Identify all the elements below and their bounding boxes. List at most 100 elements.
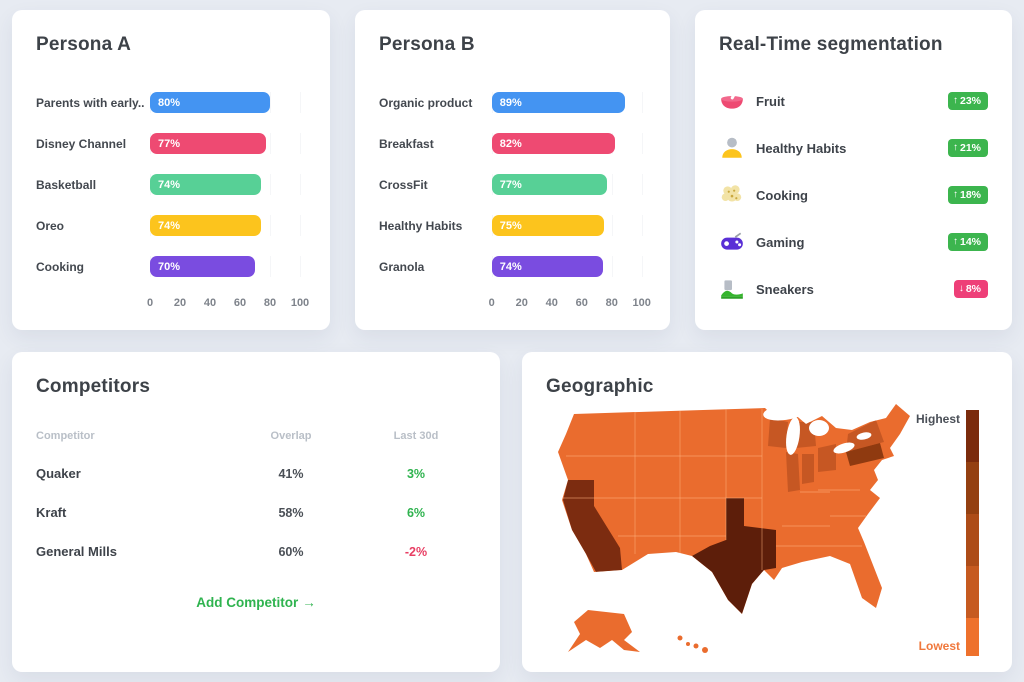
chart-bar[interactable]: 89% (491, 92, 626, 113)
competitors-card: Competitors Competitor Overlap Last 30d Qua… (12, 352, 500, 672)
chart-bar[interactable]: 70% (150, 256, 255, 277)
chart-bar[interactable]: 74% (491, 256, 603, 277)
bar-track: 75% (491, 215, 646, 236)
change-badge: ↓ 8% (953, 280, 988, 298)
bar-value-label: 80% (158, 96, 181, 109)
segment-row: Sneakers ↓ 8% (719, 276, 988, 302)
axis-tick: 40 (545, 297, 558, 309)
bar-track: 74% (150, 174, 306, 195)
great-lakes (763, 403, 872, 455)
bar-label: Granola (379, 259, 425, 274)
axis-tick: 40 (203, 297, 217, 309)
bar-value-label: 74% (158, 219, 181, 232)
geographic-title: Geographic (546, 376, 654, 397)
state-ohio[interactable] (818, 444, 836, 472)
popcorn-icon (719, 182, 745, 208)
chart-bar[interactable]: 77% (150, 133, 266, 154)
segment-row: Gaming ↑ 14% (719, 229, 988, 255)
segment-label: Fruit (756, 93, 785, 109)
table-row[interactable]: General Mills 60% -2% (36, 544, 476, 559)
change-badge: ↑ 18% (947, 186, 988, 204)
persona-b-title: Persona B (379, 34, 475, 55)
bar-value-label: 89% (499, 96, 522, 109)
bar-row: Granola 74% (379, 256, 646, 277)
bar-value-label: 77% (158, 137, 181, 150)
bar-row: Parents with early... 80% (36, 92, 306, 113)
axis-tick: 80 (605, 297, 618, 309)
bar-value-label: 74% (158, 178, 181, 191)
state-pennsylvania[interactable] (846, 443, 884, 466)
persona-b-card: Persona B Organic product 89% Breakfast 82%… (355, 10, 670, 330)
state-hawaii[interactable] (677, 635, 709, 654)
state-indiana[interactable] (802, 454, 814, 484)
segment-row: Fruit ↑ 23% (719, 88, 988, 114)
last30d-value: 3% (406, 466, 426, 481)
bar-label: Parents with early... (36, 95, 144, 110)
bar-row: Organic product 89% (379, 92, 646, 113)
axis-tick: 100 (632, 297, 651, 309)
axis-tick: 60 (575, 297, 588, 309)
bar-track: 82% (491, 133, 646, 154)
chart-bar[interactable]: 74% (150, 215, 261, 236)
state-illinois[interactable] (786, 452, 800, 492)
geographic-card: Geographic (522, 352, 1012, 672)
state-wisconsin[interactable] (768, 418, 788, 448)
bar-label: Healthy Habits (379, 218, 463, 233)
chart-bar[interactable]: 82% (491, 133, 615, 154)
chart-bar[interactable]: 75% (491, 215, 605, 236)
bar-track: 74% (150, 215, 306, 236)
table-row[interactable]: Quaker 41% 3% (36, 466, 476, 481)
competitor-name: Kraft (36, 505, 67, 520)
bar-label: Basketball (36, 177, 97, 192)
lake-ontario (856, 432, 872, 440)
arrow-up-icon: ↑ (952, 236, 958, 247)
bar-row: Disney Channel 77% (36, 133, 306, 154)
overlap-value: 60% (278, 544, 304, 559)
state-california[interactable] (563, 480, 622, 572)
arrow-up-icon: ↑ (952, 189, 958, 200)
column-header: Competitor (36, 430, 95, 442)
sneaker-icon (719, 276, 745, 302)
bar-value-label: 70% (158, 260, 181, 273)
bar-label: CrossFit (379, 177, 428, 192)
state-boundaries (563, 408, 866, 570)
column-header: Overlap (270, 430, 312, 442)
segment-row: Healthy Habits ↑ 21% (719, 135, 988, 161)
axis-tick: 0 (488, 297, 495, 309)
segmentation-list: Fruit ↑ 23% Healthy Habits ↑ 21% Cooking ↑ 18% Ga… (719, 88, 988, 302)
overlap-value: 58% (278, 505, 304, 520)
competitor-name: Quaker (36, 466, 81, 481)
bar-label: Organic product (379, 95, 473, 110)
last30d-value: 6% (406, 505, 426, 520)
bar-label: Breakfast (379, 136, 434, 151)
bar-row: Cooking 70% (36, 256, 306, 277)
bar-track: 80% (150, 92, 306, 113)
segment-label: Healthy Habits (756, 140, 847, 156)
segment-row: Cooking ↑ 18% (719, 182, 988, 208)
bar-track: 74% (491, 256, 646, 277)
chart-bar[interactable]: 80% (150, 92, 270, 113)
bar-value-label: 82% (499, 137, 522, 150)
segment-label: Sneakers (756, 281, 814, 297)
x-axis: 0 20 40 60 80 100 (379, 297, 651, 311)
table-row[interactable]: Kraft 58% 6% (36, 505, 476, 520)
chart-bar[interactable]: 77% (491, 174, 608, 195)
lake-erie (833, 442, 855, 454)
bar-label: Disney Channel (36, 136, 127, 151)
persona-a-chart: Parents with early... 80% Disney Channel 77… (36, 92, 309, 311)
legend-lowest-label: Lowest (919, 639, 960, 653)
person-icon (719, 135, 745, 161)
bar-label: Oreo (36, 218, 65, 233)
state-texas[interactable] (692, 498, 776, 614)
bar-row: Breakfast 82% (379, 133, 646, 154)
add-competitor-link[interactable]: Add Competitor → (36, 595, 476, 610)
change-value: 14% (959, 236, 981, 248)
us-choropleth-map: Highest Lowest (558, 403, 979, 656)
state-alaska[interactable] (568, 610, 640, 652)
chart-bar[interactable]: 74% (150, 174, 261, 195)
bar-track: 70% (150, 256, 306, 277)
segmentation-card: Real-Time segmentation Fruit ↑ 23% Healthy … (695, 10, 1012, 330)
bar-row: Healthy Habits 75% (379, 215, 646, 236)
bar-track: 89% (491, 92, 646, 113)
